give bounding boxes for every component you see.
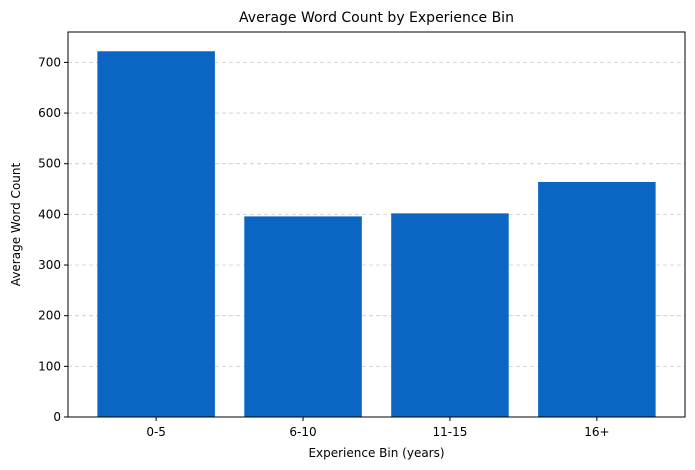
y-tick-label: 400 [38, 207, 61, 221]
x-axis-title: Experience Bin (years) [308, 446, 444, 460]
x-axis-ticks: 0-5 6-10 11-15 16+ [146, 417, 610, 439]
x-tick-label: 11-15 [433, 425, 468, 439]
chart-title: Average Word Count by Experience Bin [239, 10, 514, 26]
y-tick-label: 200 [38, 309, 61, 323]
y-tick-label: 0 [53, 410, 61, 424]
y-axis-ticks: 0 100 200 300 400 500 600 700 [38, 55, 68, 424]
x-tick-label: 0-5 [146, 425, 166, 439]
x-tick-label: 16+ [584, 425, 609, 439]
y-axis-title: Average Word Count [9, 163, 23, 287]
bar [538, 181, 656, 417]
x-tick-label: 6-10 [289, 425, 316, 439]
y-tick-label: 300 [38, 258, 61, 272]
plot-frame [67, 31, 686, 418]
y-tick-label: 700 [38, 55, 61, 69]
y-tick-label: 500 [38, 157, 61, 171]
bar [97, 51, 215, 417]
y-tick-label: 100 [38, 359, 61, 373]
y-tick-label: 600 [38, 106, 61, 120]
bar [244, 216, 362, 417]
bar [391, 213, 509, 417]
bars [97, 51, 656, 417]
